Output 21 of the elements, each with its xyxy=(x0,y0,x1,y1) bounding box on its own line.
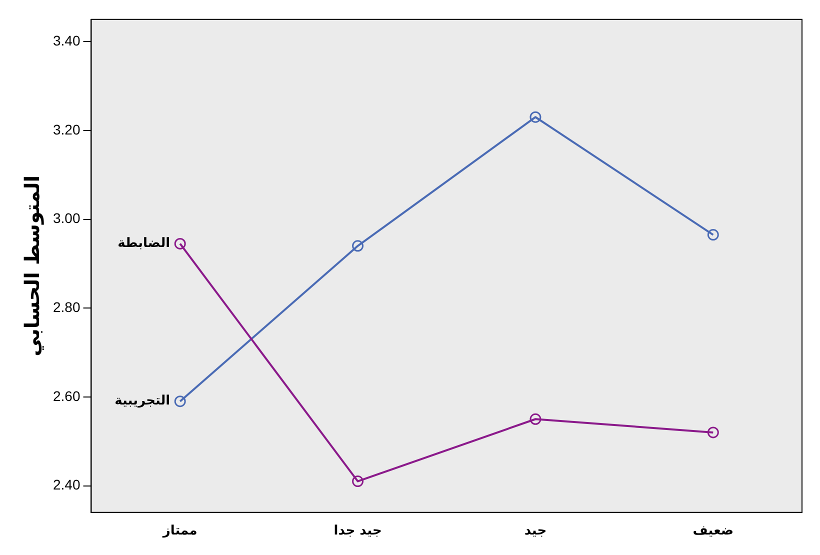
x-tick-label: ضعيف xyxy=(692,524,734,539)
y-tick-label: 3.20 xyxy=(53,121,80,138)
y-tick-label: 2.80 xyxy=(53,298,80,315)
point xyxy=(530,111,542,123)
y-tick-label: 3.40 xyxy=(53,32,80,48)
series-label: الضابطة xyxy=(118,236,170,252)
y-tick-label: 2.60 xyxy=(53,388,80,404)
point xyxy=(352,476,364,488)
y-axis-title: المتوسط الحسابي xyxy=(20,175,44,356)
x-tick-label: ممتاز xyxy=(162,524,198,539)
y-tick-label: 3.00 xyxy=(53,210,80,226)
x-tick-label: جيد جدا xyxy=(334,524,382,539)
point xyxy=(174,396,186,408)
series-label: التجريبية xyxy=(114,394,170,409)
point xyxy=(707,229,719,241)
point xyxy=(707,426,719,438)
point xyxy=(174,238,186,250)
y-tick-label: 2.40 xyxy=(53,476,80,493)
point xyxy=(530,413,542,425)
point xyxy=(352,240,364,252)
x-tick-label: جيد xyxy=(524,524,547,539)
